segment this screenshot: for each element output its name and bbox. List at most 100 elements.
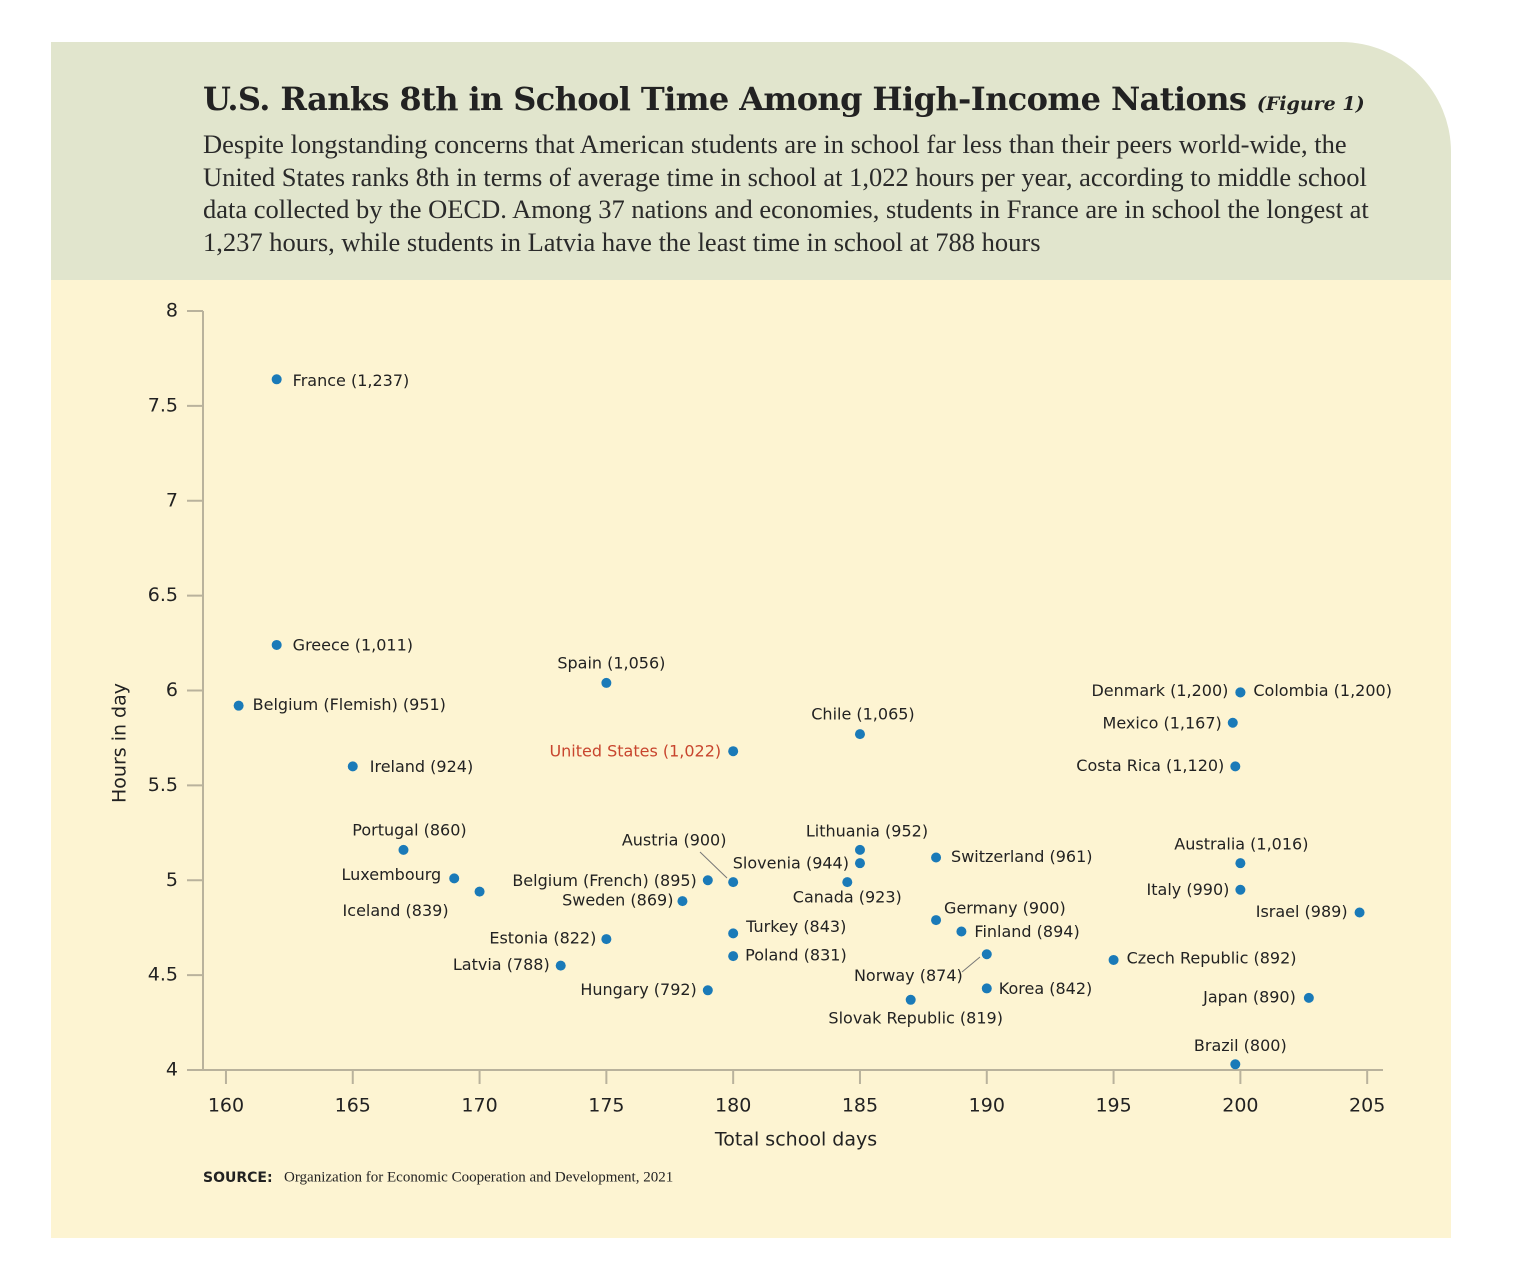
point: [905, 994, 916, 1005]
x-tick-label: 185: [842, 1095, 878, 1117]
point: [233, 700, 244, 711]
point-label: Israel (989): [1256, 902, 1348, 921]
point-label: Norway (874): [854, 966, 963, 985]
chart-title: U.S. Ranks 8th in School Time Among High…: [203, 80, 1247, 118]
point: [1235, 858, 1246, 869]
point-label: Australia (1,016): [1174, 835, 1308, 854]
header-panel: [51, 42, 1451, 280]
point-label: Poland (831): [745, 946, 847, 965]
source-label: SOURCE:: [203, 1170, 273, 1186]
point-label: Lithuania (952): [806, 821, 928, 840]
point: [728, 951, 739, 962]
point: [702, 985, 713, 996]
point-label: United States (1,022): [549, 742, 721, 761]
x-tick-label: 190: [969, 1095, 1005, 1117]
point: [1354, 907, 1365, 918]
x-tick-label: 180: [715, 1095, 751, 1117]
point-label: Slovak Republic (819): [828, 1008, 1003, 1027]
point-label: Brazil (800): [1194, 1036, 1287, 1055]
point: [931, 915, 942, 926]
y-tick-label: 6.5: [148, 584, 178, 606]
point: [728, 877, 739, 888]
point: [601, 677, 612, 688]
point: [728, 746, 739, 757]
point: [981, 983, 992, 994]
point: [728, 928, 739, 939]
point-label: Czech Republic (892): [1127, 948, 1297, 967]
point-label: Belgium (Flemish) (951): [253, 695, 446, 714]
point-label: France (1,237): [293, 371, 410, 390]
point: [601, 934, 612, 945]
point: [1235, 687, 1246, 698]
point: [347, 761, 358, 772]
point: [1303, 992, 1314, 1003]
point-label: Korea (842): [999, 979, 1092, 998]
y-tick-label: 5: [166, 869, 178, 891]
x-tick-label: 200: [1222, 1095, 1258, 1117]
x-tick-label: 205: [1349, 1095, 1385, 1117]
point: [842, 877, 853, 888]
y-tick-label: 5.5: [148, 774, 178, 796]
point: [1227, 717, 1238, 728]
point: [677, 896, 688, 907]
point-label: Greece (1,011): [293, 635, 413, 654]
point-label: Portugal (860): [352, 820, 466, 839]
point-label: Finland (894): [974, 922, 1079, 941]
point-label: Germany (900): [944, 899, 1066, 918]
subtitle: Despite longstanding concerns that Ameri…: [203, 129, 1369, 257]
point: [555, 960, 566, 971]
point-label: Switzerland (961): [951, 847, 1092, 866]
figure-note: (Figure 1): [1256, 93, 1365, 115]
point-label: Luxembourg: [341, 865, 441, 884]
point-label: Canada (923): [793, 888, 902, 907]
source: Organization for Economic Cooperation an…: [284, 1169, 673, 1185]
point: [271, 374, 282, 385]
point: [981, 949, 992, 960]
point: [449, 873, 460, 884]
point-label: Costa Rica (1,120): [1076, 756, 1224, 775]
y-tick-label: 7.5: [148, 394, 178, 416]
point: [854, 858, 865, 869]
point-label: Sweden (869): [562, 891, 673, 910]
x-tick-label: 195: [1095, 1095, 1131, 1117]
point: [474, 886, 485, 897]
point-label: Hungary (792): [580, 980, 696, 999]
x-tick-label: 170: [461, 1095, 497, 1117]
point: [931, 852, 942, 863]
x-tick-label: 160: [208, 1095, 244, 1117]
x-tick-label: 165: [335, 1095, 371, 1117]
point: [1230, 1059, 1241, 1070]
leader-line: [699, 851, 728, 879]
point-label: Japan (890): [1202, 987, 1296, 1006]
point-label: Estonia (822): [489, 929, 596, 948]
y-tick-label: 8: [166, 300, 178, 322]
point-label: Mexico (1,167): [1103, 713, 1222, 732]
chart-panel: [51, 280, 1451, 1238]
y-tick-label: 6: [166, 679, 178, 701]
point-label: Chile (1,065): [811, 705, 914, 724]
point-label: Ireland (924): [370, 757, 473, 776]
point: [1235, 884, 1246, 895]
point-label: Colombia (1,200): [1253, 681, 1392, 700]
point: [702, 875, 713, 886]
y-axis-label: Hours in day: [109, 683, 131, 803]
point: [854, 729, 865, 740]
point: [854, 844, 865, 855]
point-label: Italy (990): [1147, 880, 1230, 899]
point-label: Iceland (839): [343, 901, 449, 920]
x-tick-label: 175: [588, 1095, 624, 1117]
y-tick-label: 7: [166, 489, 178, 511]
point-label: Slovenia (944): [733, 854, 849, 873]
leader-line: [961, 956, 981, 973]
x-axis-label: Total school days: [714, 1129, 877, 1151]
point-label: Turkey (843): [745, 917, 846, 936]
point: [398, 844, 409, 855]
y-tick-label: 4.5: [148, 964, 178, 986]
point-label: Spain (1,056): [557, 653, 665, 672]
point-label: Belgium (French) (895): [512, 871, 696, 890]
point-label: Denmark (1,200): [1091, 681, 1228, 700]
point: [956, 926, 967, 937]
point-label: Latvia (788): [453, 955, 550, 974]
